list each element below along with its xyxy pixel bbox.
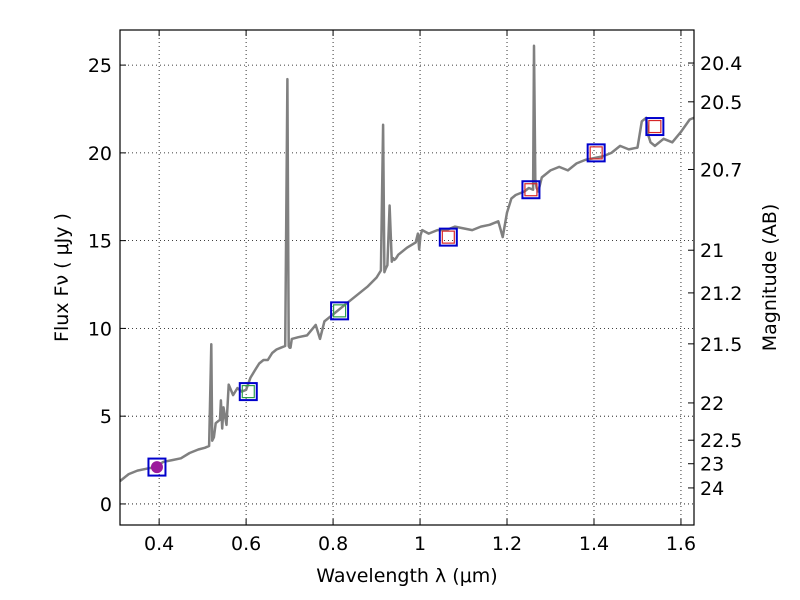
model-point (524, 183, 538, 197)
y2-tick-label: 22.5 (700, 430, 742, 452)
observed-point (330, 301, 350, 321)
x-tick-label: 1.4 (579, 533, 609, 555)
y-tick-label: 25 (88, 55, 112, 77)
axis-ticks: 0.4 0.6 0.8 1 1.2 1.4 1.6 0 5 10 15 20 25 20.4 20.5 20.… (88, 30, 742, 555)
x-tick-label: 0.8 (318, 533, 348, 555)
model-point (648, 119, 662, 134)
observed-point (238, 382, 258, 402)
model-point (589, 146, 603, 160)
grid (120, 30, 694, 525)
model-point (150, 461, 163, 474)
spectrum-line (120, 44, 694, 483)
y2-tick-label: 20.5 (700, 92, 742, 114)
plot-frame (119, 29, 695, 526)
x-tick-label: 0.6 (231, 533, 261, 555)
observed-point (586, 143, 606, 163)
observed-point (521, 180, 541, 200)
model-point (332, 304, 347, 318)
y2-tick-label: 20.7 (700, 159, 742, 181)
observed-point (147, 457, 167, 477)
model-point (441, 230, 455, 244)
y-tick-label: 0 (100, 494, 112, 516)
y-tick-label: 5 (100, 406, 112, 428)
y-tick-label: 10 (88, 318, 112, 340)
y2-tick-label: 22 (700, 393, 724, 415)
y-tick-label: 20 (88, 143, 112, 165)
x-axis-label: Wavelength λ (μm) (316, 565, 497, 587)
y2-tick-label: 21 (700, 240, 724, 262)
x-tick-label: 1.6 (666, 533, 696, 555)
plot-area (120, 44, 694, 483)
observed-point (645, 117, 665, 137)
model-point (241, 384, 255, 399)
observed-point (438, 227, 458, 247)
y2-tick-label: 24 (700, 478, 724, 500)
x-tick-label: 0.4 (144, 533, 174, 555)
y2-tick-label: 23 (700, 454, 724, 476)
y2-axis-label: Magnitude (AB) (759, 204, 781, 352)
y2-tick-label: 20.4 (700, 53, 742, 75)
y-axis-label: Flux Fν ( μJy ) (51, 213, 73, 342)
x-tick-label: 1 (414, 533, 426, 555)
y2-tick-label: 21.2 (700, 283, 742, 305)
x-tick-label: 1.2 (492, 533, 522, 555)
y2-tick-label: 21.5 (700, 334, 742, 356)
y-tick-label: 15 (88, 231, 112, 253)
